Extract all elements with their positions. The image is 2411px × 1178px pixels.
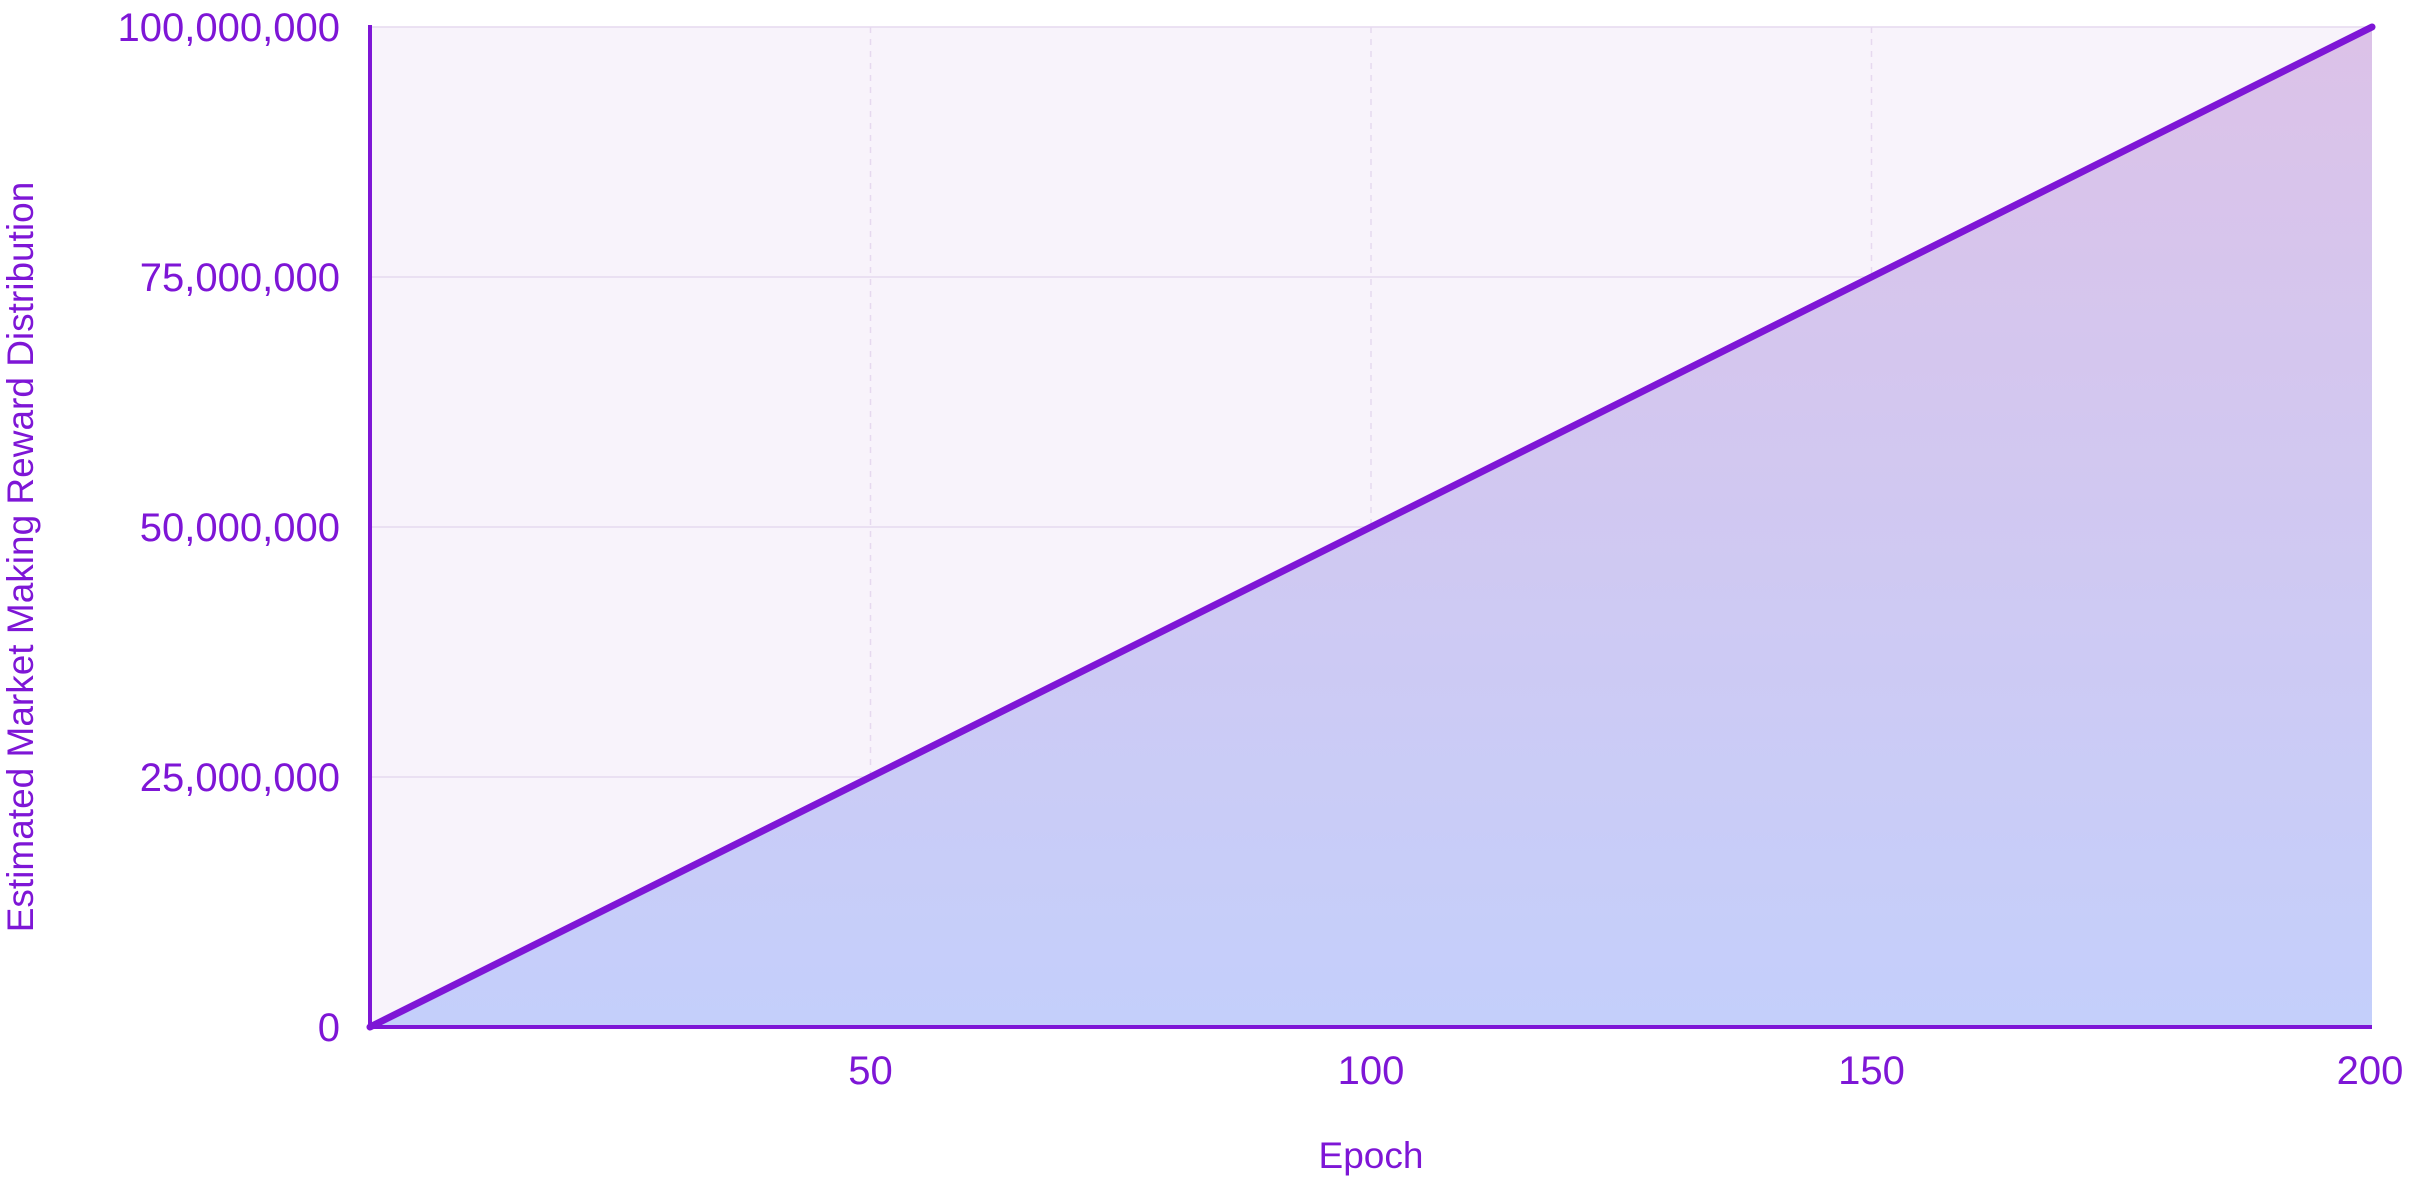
axes bbox=[368, 25, 2372, 1029]
x-axis-title: Epoch bbox=[1319, 1135, 1424, 1176]
y-tick-label: 0 bbox=[318, 1006, 340, 1050]
y-axis-title: Estimated Market Making Reward Distribut… bbox=[0, 182, 41, 933]
y-tick-label: 25,000,000 bbox=[140, 756, 340, 800]
y-tick-label: 75,000,000 bbox=[140, 256, 340, 300]
x-tick-label: 100 bbox=[1338, 1049, 1405, 1093]
x-tick-label: 150 bbox=[1838, 1049, 1905, 1093]
y-tick-label: 50,000,000 bbox=[140, 506, 340, 550]
x-tick-label: 50 bbox=[848, 1049, 893, 1093]
y-tick-label: 100,000,000 bbox=[118, 6, 340, 50]
tick-labels: 0 25,000,000 50,000,000 75,000,000 100,000,0… bbox=[118, 6, 2404, 1093]
x-tick-label: 200 bbox=[2337, 1049, 2404, 1093]
series-line bbox=[366, 23, 2376, 1031]
